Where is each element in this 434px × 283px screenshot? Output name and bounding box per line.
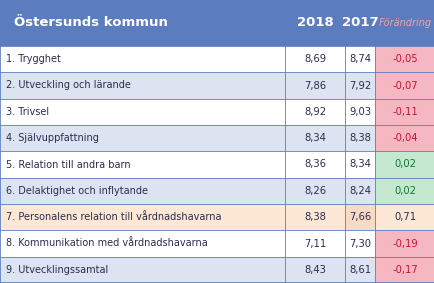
Text: 8,24: 8,24 bbox=[348, 186, 370, 196]
Bar bbox=[344, 178, 374, 204]
Text: 7,11: 7,11 bbox=[303, 239, 326, 248]
Bar bbox=[0, 204, 284, 230]
Text: Förändring: Förändring bbox=[378, 18, 431, 28]
Bar bbox=[0, 46, 284, 72]
Text: Östersunds kommun: Östersunds kommun bbox=[14, 16, 168, 29]
Bar bbox=[284, 125, 344, 151]
Bar bbox=[0, 72, 284, 99]
Bar bbox=[0, 178, 284, 204]
Text: 8,69: 8,69 bbox=[303, 54, 326, 64]
Bar bbox=[0, 99, 284, 125]
Bar bbox=[374, 99, 434, 125]
Text: 7,66: 7,66 bbox=[348, 212, 370, 222]
Text: 1. Trygghet: 1. Trygghet bbox=[6, 54, 61, 64]
Bar bbox=[374, 230, 434, 257]
Bar bbox=[374, 46, 434, 72]
Text: 8,43: 8,43 bbox=[303, 265, 325, 275]
Text: 7. Personalens relation till vårdnadshavarna: 7. Personalens relation till vårdnadshav… bbox=[6, 212, 221, 222]
Bar bbox=[284, 72, 344, 99]
Bar bbox=[344, 46, 374, 72]
Bar bbox=[0, 0, 434, 46]
Bar bbox=[344, 230, 374, 257]
Text: 3. Trivsel: 3. Trivsel bbox=[6, 107, 49, 117]
Bar bbox=[344, 151, 374, 178]
Bar bbox=[284, 230, 344, 257]
Bar bbox=[0, 151, 284, 178]
Bar bbox=[344, 99, 374, 125]
Text: 2017: 2017 bbox=[341, 16, 378, 29]
Text: 7,30: 7,30 bbox=[348, 239, 370, 248]
Bar bbox=[374, 204, 434, 230]
Text: 0,02: 0,02 bbox=[393, 160, 415, 170]
Text: 7,86: 7,86 bbox=[303, 80, 326, 91]
Bar bbox=[374, 151, 434, 178]
Text: 6. Delaktighet och inflytande: 6. Delaktighet och inflytande bbox=[6, 186, 148, 196]
Bar bbox=[0, 257, 284, 283]
Text: 5. Relation till andra barn: 5. Relation till andra barn bbox=[6, 160, 130, 170]
Bar bbox=[374, 72, 434, 99]
Bar bbox=[344, 125, 374, 151]
Bar bbox=[284, 204, 344, 230]
Bar bbox=[374, 125, 434, 151]
Text: -0,04: -0,04 bbox=[391, 133, 417, 143]
Bar bbox=[344, 72, 374, 99]
Text: 8,92: 8,92 bbox=[303, 107, 326, 117]
Text: 8,38: 8,38 bbox=[303, 212, 325, 222]
Text: 8,26: 8,26 bbox=[303, 186, 326, 196]
Bar bbox=[284, 99, 344, 125]
Text: 8,74: 8,74 bbox=[348, 54, 370, 64]
Bar bbox=[284, 257, 344, 283]
Text: 9. Utvecklingssamtal: 9. Utvecklingssamtal bbox=[6, 265, 108, 275]
Text: 8,34: 8,34 bbox=[348, 160, 370, 170]
Text: 8,34: 8,34 bbox=[303, 133, 325, 143]
Text: -0,11: -0,11 bbox=[391, 107, 417, 117]
Text: 9,03: 9,03 bbox=[348, 107, 370, 117]
Text: 4. Självuppfattning: 4. Självuppfattning bbox=[6, 133, 99, 143]
Bar bbox=[284, 46, 344, 72]
Text: 7,92: 7,92 bbox=[348, 80, 370, 91]
Text: 0,71: 0,71 bbox=[393, 212, 415, 222]
Text: 0,02: 0,02 bbox=[393, 186, 415, 196]
Bar bbox=[0, 125, 284, 151]
Bar bbox=[374, 257, 434, 283]
Text: 8,61: 8,61 bbox=[348, 265, 370, 275]
Text: 8,38: 8,38 bbox=[348, 133, 370, 143]
Text: -0,19: -0,19 bbox=[391, 239, 417, 248]
Text: 2. Utveckling och lärande: 2. Utveckling och lärande bbox=[6, 80, 131, 91]
Bar bbox=[0, 230, 284, 257]
Text: -0,07: -0,07 bbox=[391, 80, 417, 91]
Text: 8. Kommunikation med vårdnadshavarna: 8. Kommunikation med vårdnadshavarna bbox=[6, 239, 207, 248]
Bar bbox=[284, 178, 344, 204]
Text: 8,36: 8,36 bbox=[303, 160, 325, 170]
Bar bbox=[344, 204, 374, 230]
Text: -0,05: -0,05 bbox=[391, 54, 417, 64]
Bar bbox=[344, 257, 374, 283]
Bar bbox=[284, 151, 344, 178]
Text: -0,17: -0,17 bbox=[391, 265, 417, 275]
Text: 2018: 2018 bbox=[296, 16, 332, 29]
Bar bbox=[374, 178, 434, 204]
